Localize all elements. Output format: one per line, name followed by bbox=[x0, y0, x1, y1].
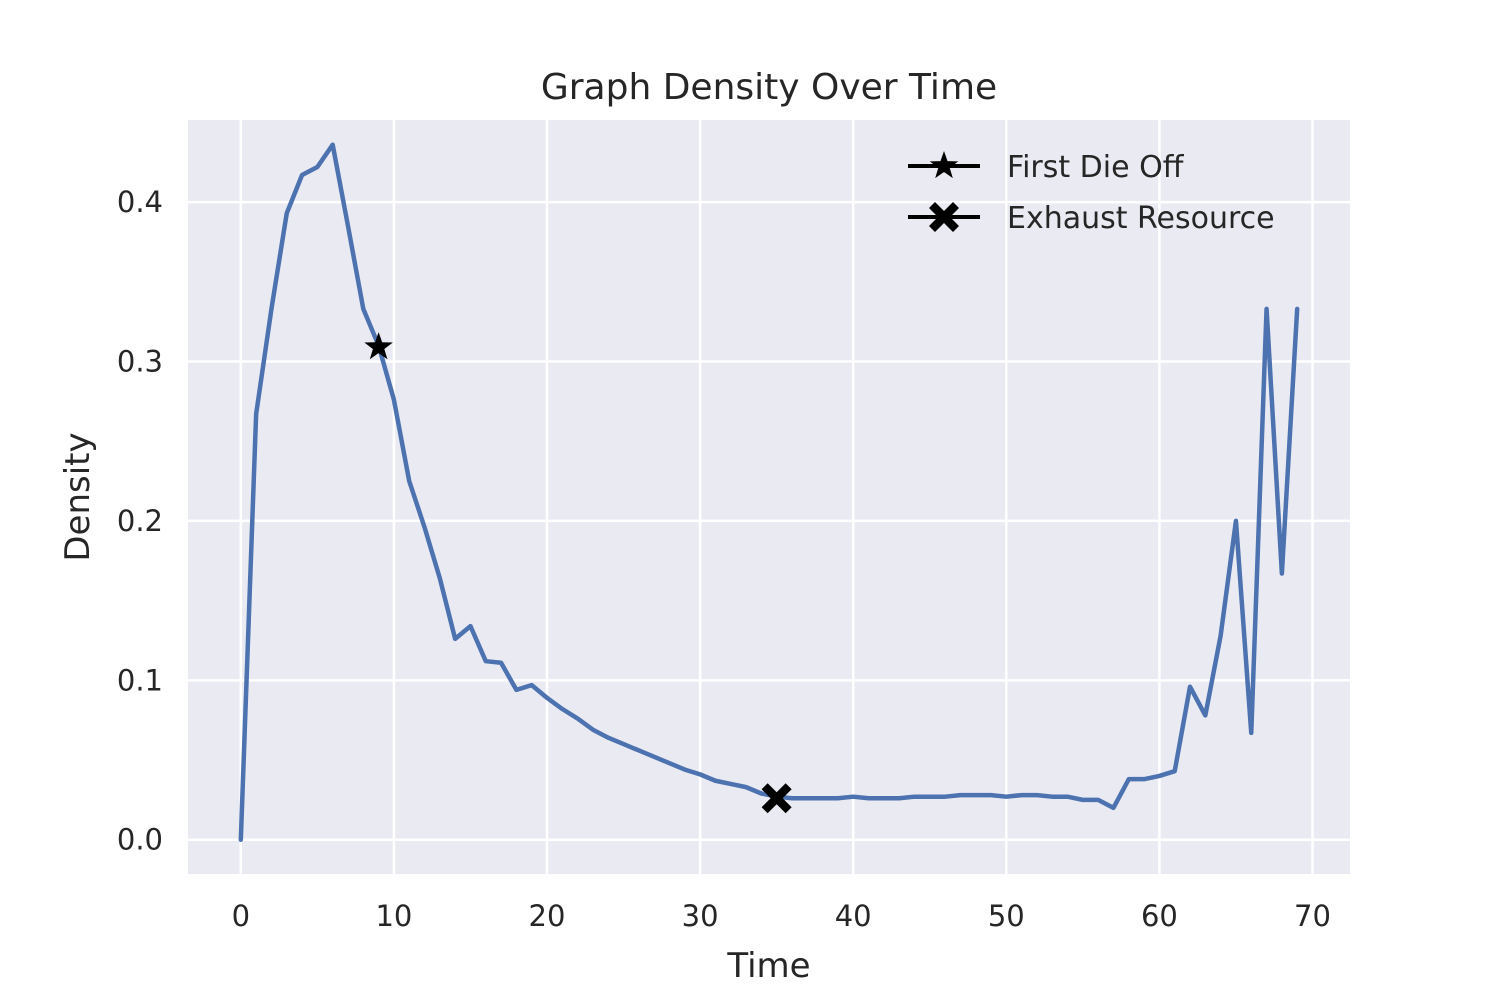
y-tick-label: 0.2 bbox=[117, 504, 163, 538]
x-tick-label: 70 bbox=[1294, 899, 1331, 933]
x-tick-label: 10 bbox=[375, 899, 412, 933]
y-axis-label: Density bbox=[58, 432, 98, 561]
legend-x-icon bbox=[929, 202, 959, 232]
x-ticks: 0 10 20 30 40 50 60 70 bbox=[232, 899, 1331, 933]
x-axis-label: Time bbox=[726, 946, 810, 986]
grid bbox=[188, 120, 1350, 874]
plot-area bbox=[188, 120, 1350, 874]
legend-label-first-die-off: First Die Off bbox=[1007, 150, 1185, 185]
x-tick-label: 30 bbox=[682, 899, 719, 933]
x-tick-label: 60 bbox=[1141, 899, 1178, 933]
legend-item-first-die-off: First Die Off bbox=[908, 150, 1185, 185]
legend-label-exhaust-resource: Exhaust Resource bbox=[1007, 201, 1275, 236]
y-tick-label: 0.3 bbox=[117, 345, 163, 379]
first-die-off-marker bbox=[364, 332, 393, 360]
y-tick-label: 0.4 bbox=[117, 185, 163, 219]
exhaust-resource-marker bbox=[761, 783, 792, 814]
legend: First Die Off Exhaust Resource bbox=[908, 150, 1275, 236]
x-tick-label: 20 bbox=[529, 899, 566, 933]
y-tick-label: 0.1 bbox=[117, 663, 163, 697]
x-tick-label: 0 bbox=[232, 899, 250, 933]
y-ticks: 0.0 0.1 0.2 0.3 0.4 bbox=[117, 185, 163, 857]
legend-item-exhaust-resource: Exhaust Resource bbox=[908, 201, 1275, 236]
y-tick-label: 0.0 bbox=[117, 823, 163, 857]
markers-layer bbox=[364, 332, 792, 814]
legend-star-icon bbox=[929, 151, 959, 179]
x-tick-label: 50 bbox=[988, 899, 1025, 933]
chart-title: Graph Density Over Time bbox=[541, 67, 997, 108]
x-tick-label: 40 bbox=[835, 899, 872, 933]
